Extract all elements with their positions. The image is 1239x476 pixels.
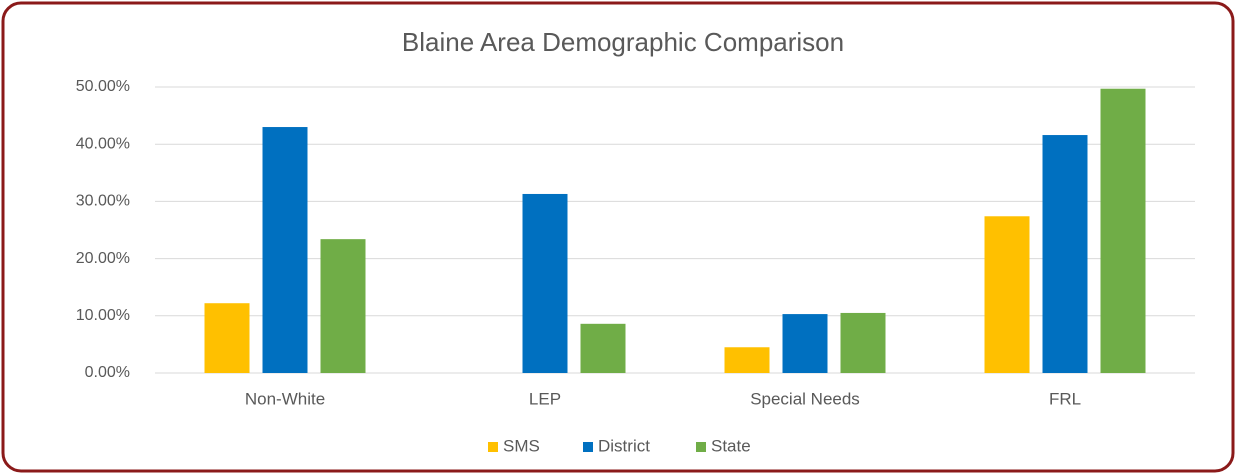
bar [1042, 135, 1088, 373]
bar [724, 347, 770, 373]
y-tick-label: 50.00% [76, 78, 130, 95]
y-tick-label: 40.00% [76, 135, 130, 152]
bar [984, 216, 1030, 373]
bar [782, 314, 828, 373]
x-tick-label: LEP [529, 389, 561, 408]
legend-label: State [711, 436, 751, 455]
x-tick-label: Non-White [245, 389, 325, 408]
legend-label: District [598, 436, 650, 455]
bar [580, 323, 626, 373]
x-tick-label: FRL [1049, 389, 1081, 408]
x-tick-label: Special Needs [750, 389, 860, 408]
bar [204, 303, 250, 373]
y-tick-label: 30.00% [76, 193, 130, 210]
legend-swatch [488, 442, 498, 452]
bar [840, 312, 886, 373]
chart-title: Blaine Area Demographic Comparison [402, 27, 844, 57]
bar [1100, 88, 1146, 373]
bar [522, 193, 568, 373]
legend-label: SMS [503, 436, 540, 455]
y-tick-label: 10.00% [76, 307, 130, 324]
legend-swatch [696, 442, 706, 452]
y-tick-label: 20.00% [76, 250, 130, 267]
legend-swatch [583, 442, 593, 452]
y-tick-label: 0.00% [85, 364, 130, 381]
bar [262, 127, 308, 373]
bar [320, 239, 366, 373]
